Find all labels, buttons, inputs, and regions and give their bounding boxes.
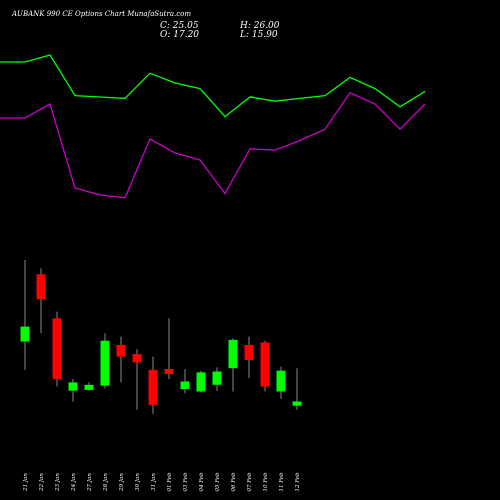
candle-body bbox=[20, 326, 30, 342]
x-tick-label: 11 Feb bbox=[279, 472, 285, 492]
x-tick-label: 21 Jan bbox=[23, 473, 29, 492]
x-tick-label: 03 Feb bbox=[183, 472, 189, 492]
indicator-line-1 bbox=[0, 54, 426, 118]
indicator-line-2 bbox=[0, 91, 426, 199]
x-tick-label: 27 Jan bbox=[87, 473, 93, 492]
candle-body bbox=[84, 384, 94, 390]
candle-body bbox=[260, 342, 270, 387]
x-tick-label: 24 Jan bbox=[71, 473, 77, 492]
x-tick-label: 29 Jan bbox=[119, 473, 125, 492]
x-tick-label: 05 Feb bbox=[215, 472, 221, 492]
candle-body bbox=[148, 369, 158, 405]
x-tick-label: 01 Feb bbox=[167, 472, 173, 492]
candle-body bbox=[116, 344, 126, 357]
candle-body bbox=[276, 370, 286, 392]
candle-body bbox=[196, 372, 206, 392]
low-value: L: 15.90 bbox=[239, 30, 278, 40]
x-tick-label: 06 Feb bbox=[231, 472, 237, 492]
candle-body bbox=[228, 339, 238, 369]
candle-body bbox=[292, 401, 302, 406]
x-axis-ticks: 21 Jan 22 Jan 23 Jan 24 Jan 27 Jan 28 Jan 29 J… bbox=[23, 472, 301, 492]
high-value: H: 26.00 bbox=[239, 21, 280, 31]
x-tick-label: 31 Jan bbox=[151, 473, 157, 491]
candlestick-series bbox=[20, 260, 302, 414]
candle-body bbox=[68, 382, 78, 391]
candle-body bbox=[180, 381, 190, 389]
chart-title: AUBANK 990 CE Options Chart MunafaSutra.… bbox=[11, 10, 191, 18]
x-tick-label: 28 Jan bbox=[103, 473, 109, 492]
candle-body bbox=[52, 318, 62, 380]
x-tick-label: 10 Feb bbox=[263, 472, 269, 492]
x-tick-label: 12 Feb bbox=[295, 472, 301, 492]
candle-body bbox=[36, 274, 46, 300]
candle-body bbox=[212, 371, 222, 385]
candle-body bbox=[164, 369, 174, 374]
x-tick-label: 22 Jan bbox=[39, 473, 45, 492]
close-value: C: 25.05 bbox=[160, 21, 199, 31]
candle-body bbox=[100, 340, 110, 386]
candle-body bbox=[132, 354, 142, 363]
x-tick-label: 23 Jan bbox=[55, 473, 61, 492]
x-tick-label: 30 Jan bbox=[135, 473, 141, 491]
open-value: O: 17.20 bbox=[160, 30, 199, 40]
x-tick-label: 07 Feb bbox=[247, 472, 253, 492]
indicator-lines bbox=[0, 54, 426, 199]
candle-body bbox=[244, 344, 254, 360]
x-tick-label: 04 Feb bbox=[199, 472, 205, 492]
